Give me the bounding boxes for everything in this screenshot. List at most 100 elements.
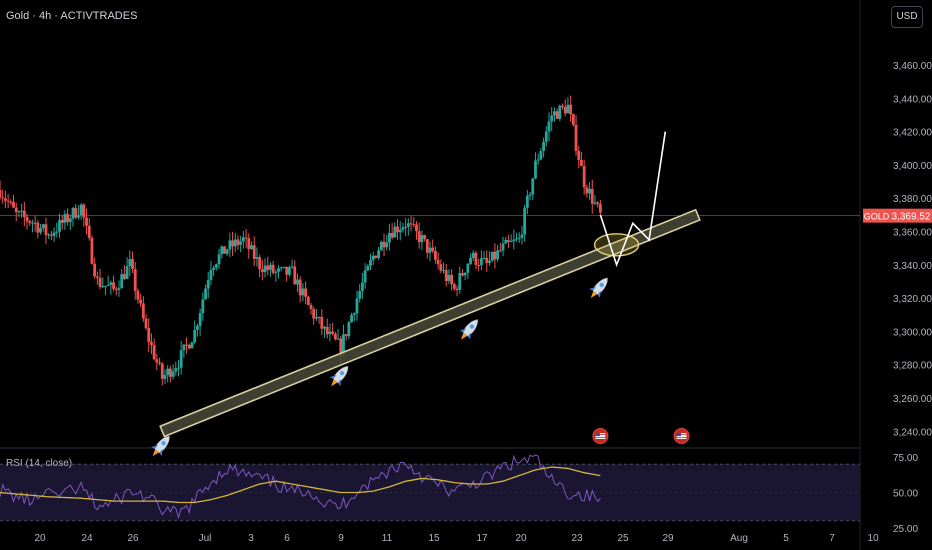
candle: [160, 363, 164, 379]
candle: [258, 257, 262, 270]
candle: [558, 105, 562, 119]
highlight-ellipse: [593, 233, 640, 257]
candle: [233, 239, 237, 247]
rocket-fins: [329, 375, 342, 387]
candle: [204, 288, 207, 300]
candle: [49, 234, 53, 236]
candle: [63, 214, 67, 223]
y-axis-tick-label: 3,320.00: [893, 294, 932, 305]
candle: [420, 235, 424, 243]
x-axis-tick-label: 29: [662, 533, 674, 544]
candle: [304, 288, 307, 297]
candle: [82, 204, 86, 218]
candle: [241, 237, 245, 242]
candle: [390, 232, 394, 238]
y-axis-tick-label: 3,260.00: [893, 394, 932, 405]
candle: [501, 243, 505, 251]
rocket-flame: [331, 379, 338, 387]
candle: [352, 313, 356, 316]
price-tag-value: 3,369.52: [892, 212, 931, 223]
candle: [569, 104, 573, 115]
candle: [471, 252, 475, 258]
candle: [269, 264, 272, 270]
candle: [90, 237, 94, 264]
candle: [485, 257, 489, 263]
x-axis-tick-label: 6: [284, 533, 290, 544]
flag-canton: [595, 433, 600, 436]
x-axis-tick-label: 17: [476, 533, 488, 544]
candle: [488, 260, 491, 263]
candle: [393, 226, 397, 238]
rocket-flame: [590, 290, 598, 298]
candle: [136, 290, 140, 300]
candle: [374, 255, 378, 258]
candle: [366, 265, 370, 271]
candle: [231, 240, 234, 247]
candle: [498, 250, 502, 252]
price-tag-symbol: GOLD: [864, 212, 890, 222]
candle: [58, 219, 61, 232]
candle: [406, 223, 410, 227]
rocket-fins: [459, 328, 471, 340]
candle: [60, 219, 64, 223]
y-axis-tick-label: 3,340.00: [893, 261, 932, 272]
candle: [285, 266, 289, 275]
candle: [444, 270, 448, 281]
candle: [439, 264, 443, 271]
x-axis-tick-label: 20: [515, 533, 527, 544]
rsi-title: RSI (14, close): [6, 458, 73, 469]
candle: [455, 288, 459, 290]
candle: [555, 111, 559, 119]
projection-path: [599, 131, 667, 268]
candle: [190, 342, 194, 349]
candle: [398, 229, 402, 233]
currency-button[interactable]: USD: [891, 6, 923, 28]
candle: [512, 239, 516, 242]
candle: [55, 231, 59, 233]
candle: [544, 131, 548, 142]
candle: [582, 165, 586, 188]
rsi-axis-tick-label: 75.00: [893, 453, 918, 464]
candle: [212, 267, 216, 271]
candle: [331, 331, 335, 334]
candle: [139, 299, 143, 304]
candle: [482, 257, 486, 259]
candle: [274, 271, 278, 273]
candle: [531, 178, 535, 195]
candle: [598, 204, 602, 213]
candle: [347, 322, 351, 336]
candle: [523, 207, 527, 235]
candle: [296, 279, 299, 285]
candle: [193, 329, 197, 343]
candle: [563, 106, 567, 114]
candle: [336, 338, 340, 340]
candle: [71, 207, 75, 219]
candle: [496, 250, 500, 260]
candle: [493, 251, 497, 260]
candle: [490, 251, 494, 261]
x-axis-tick-label: 7: [829, 533, 835, 544]
candle: [333, 333, 337, 340]
candle: [550, 115, 554, 122]
candle: [0, 189, 2, 198]
candle: [553, 111, 556, 116]
candle: [469, 257, 472, 264]
x-axis-tick-label: 15: [428, 533, 440, 544]
candle: [250, 245, 253, 250]
candle: [588, 188, 591, 194]
candle: [68, 218, 72, 223]
x-axis-tick-label: 23: [571, 533, 583, 544]
candle: [339, 338, 343, 355]
candle: [287, 267, 291, 275]
candle: [225, 249, 229, 254]
candle: [450, 274, 454, 285]
candle: [409, 223, 413, 225]
candle: [355, 298, 359, 314]
candle: [382, 241, 386, 248]
candle: [236, 239, 240, 245]
candle: [252, 245, 256, 259]
candle: [328, 331, 332, 335]
us-flag-icon: [592, 428, 609, 444]
rocket-window: [599, 282, 604, 288]
